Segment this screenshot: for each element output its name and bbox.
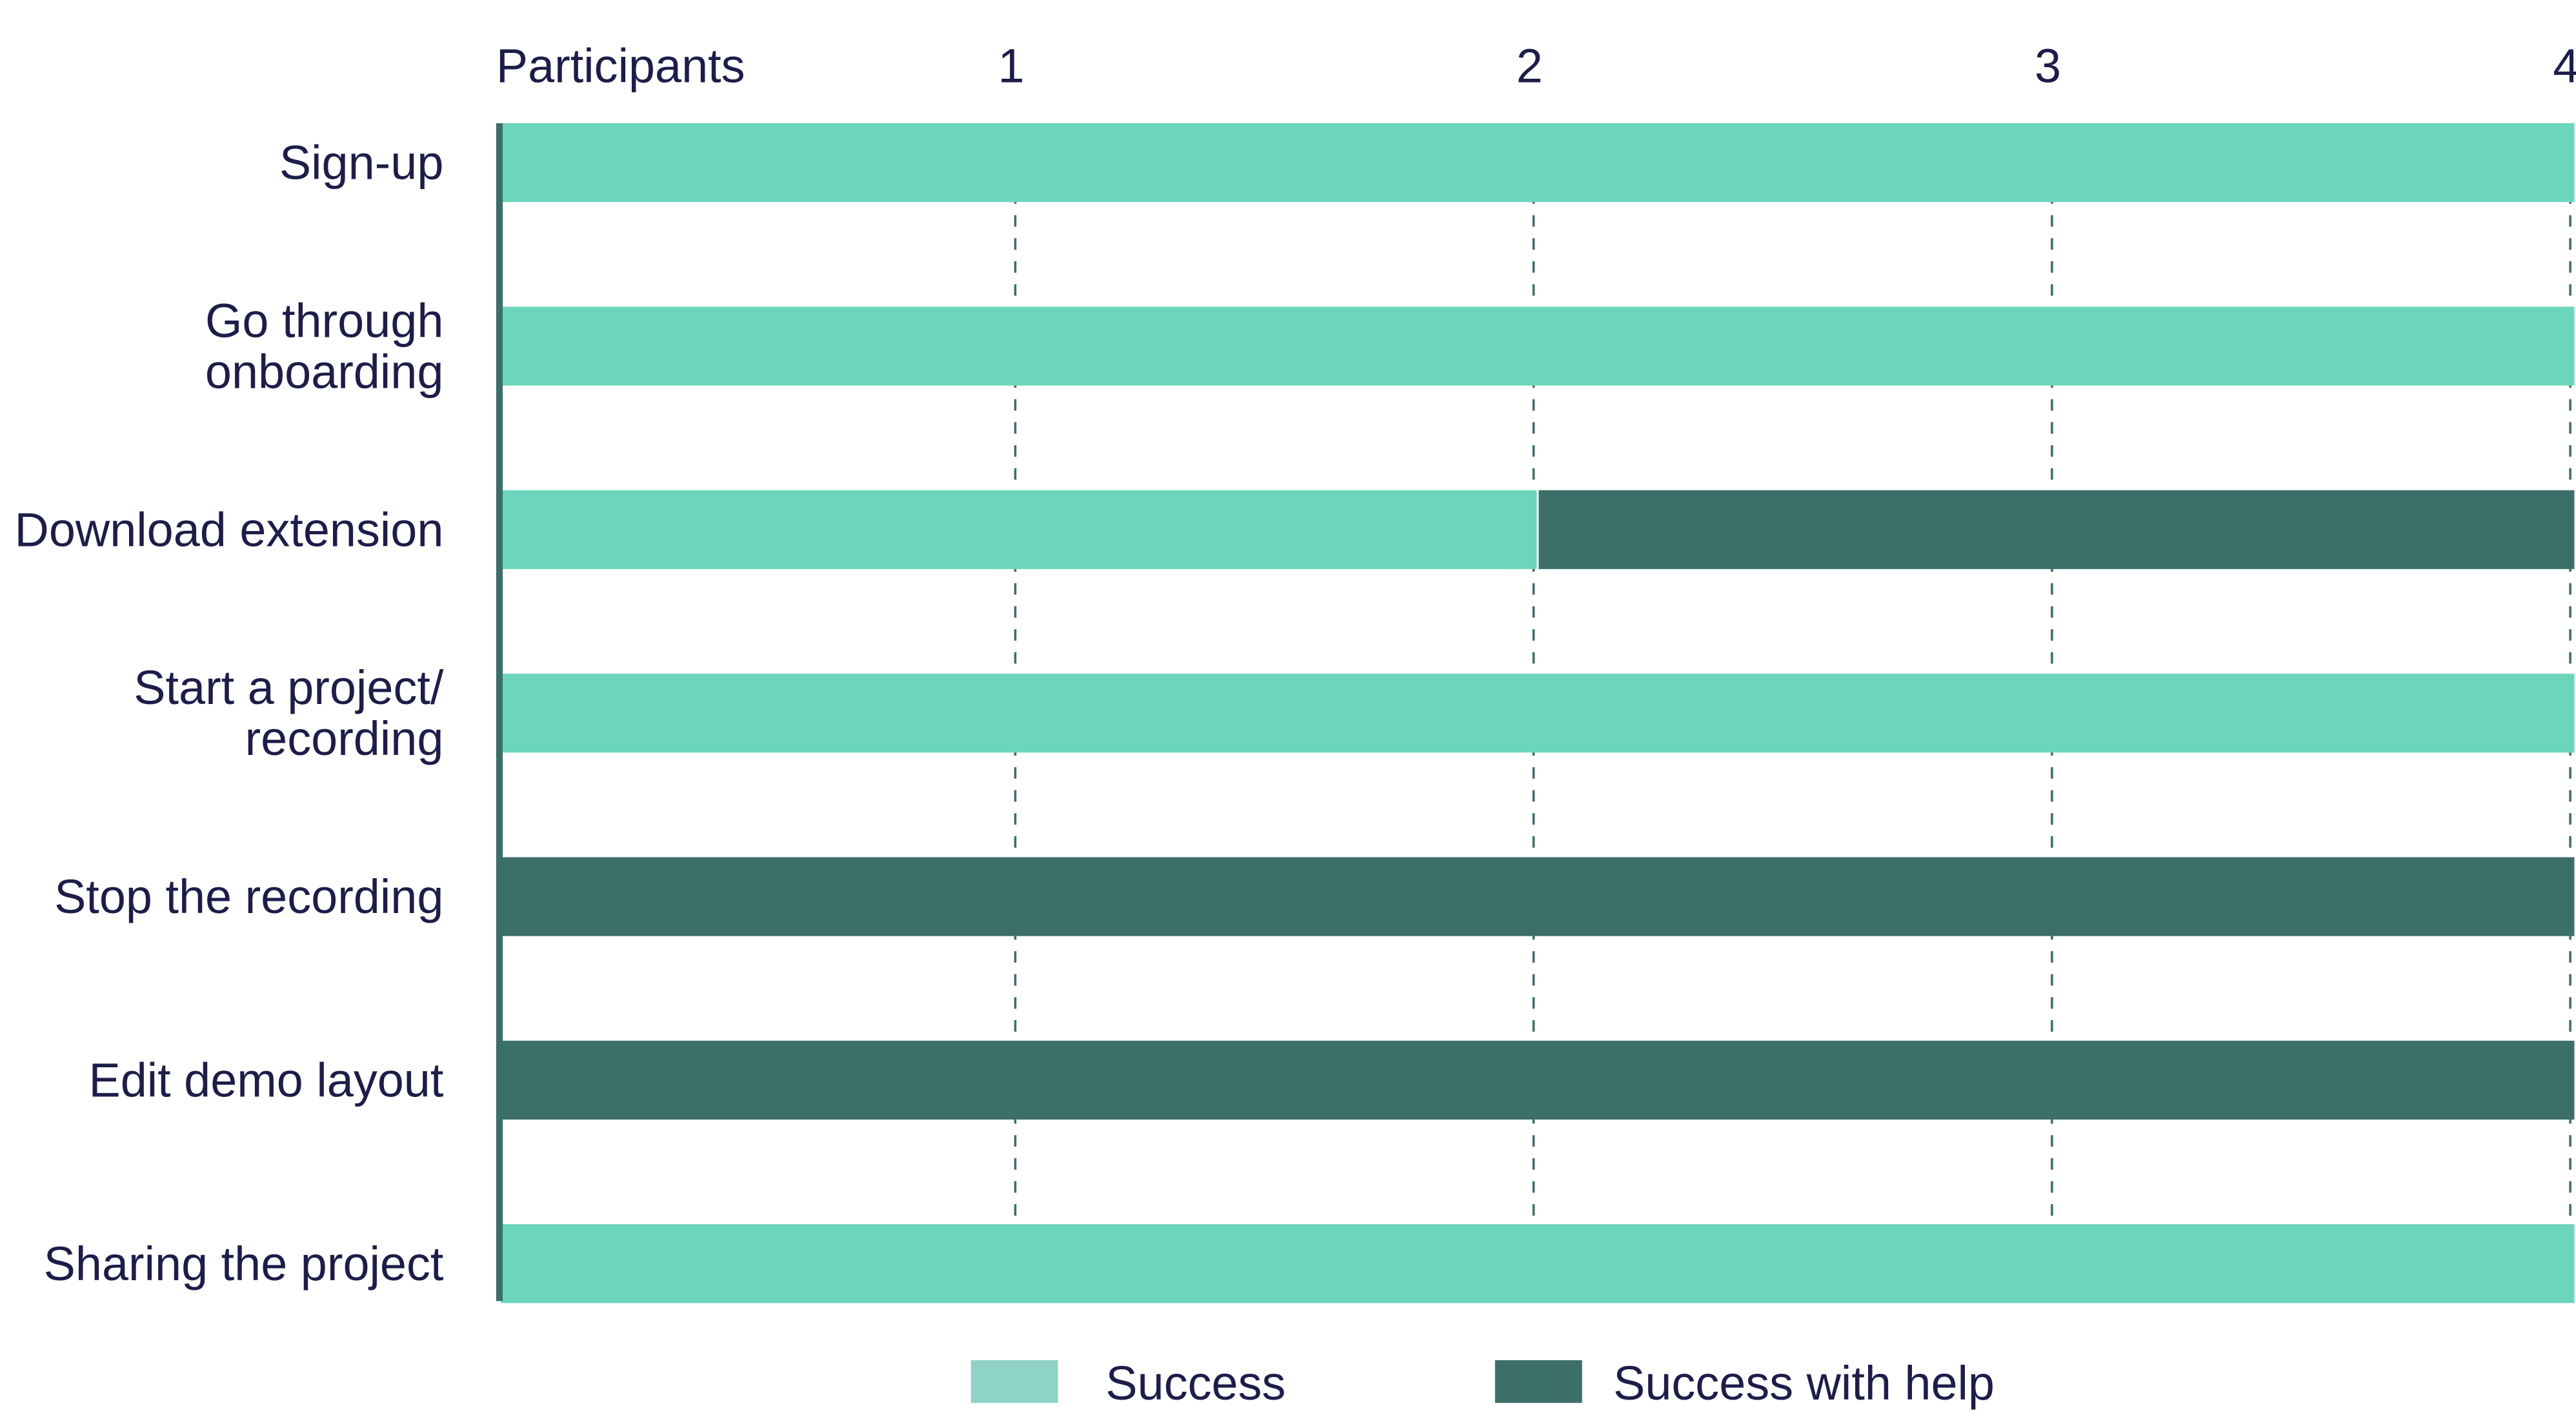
bars: [501, 123, 2575, 1303]
legend-label-success-with-help: Success with help: [1613, 1356, 1995, 1410]
bar-success-row-7: [501, 1224, 2575, 1303]
x-tick-label-2: 2: [1516, 39, 1543, 92]
bar-success-with-help-row-5: [501, 857, 2575, 936]
task-label-row-5: Stop the recording: [54, 870, 443, 923]
task-label-row-3: Download extension: [15, 503, 444, 556]
task-label-row-6: Edit demo layout: [88, 1053, 443, 1107]
bar-success-row-4: [501, 674, 2575, 753]
x-tick-label-3: 3: [2035, 39, 2061, 92]
task-label-row-2-line-2: onboarding: [205, 345, 443, 398]
legend-swatch-success: [971, 1360, 1058, 1403]
bar-success-with-help-row-3: [1537, 490, 2575, 569]
task-label-row-7: Sharing the project: [44, 1237, 444, 1291]
legend: Success Success with help: [971, 1356, 1995, 1410]
x-tick-label-1: 1: [998, 39, 1024, 92]
legend-label-success: Success: [1105, 1356, 1285, 1410]
bar-success-row-1: [501, 123, 2575, 203]
x-axis-title: Participants: [496, 39, 745, 92]
axis: Participants 1 2 3 4: [496, 39, 2576, 1301]
legend-swatch-success-with-help: [1494, 1360, 1582, 1403]
task-label-row-1: Sign-up: [279, 136, 443, 190]
bar-success-row-2: [501, 307, 2575, 386]
bar-success-row-3: [501, 490, 1538, 569]
task-label-row-2-line-1: Go through: [205, 294, 443, 347]
x-tick-label-4: 4: [2553, 39, 2576, 92]
y-axis-line: [496, 123, 503, 1301]
bar-success-with-help-row-6: [501, 1040, 2575, 1120]
task-label-row-4-line-1: Start a project/: [134, 661, 444, 714]
task-label-row-4-line-2: recording: [245, 712, 444, 765]
